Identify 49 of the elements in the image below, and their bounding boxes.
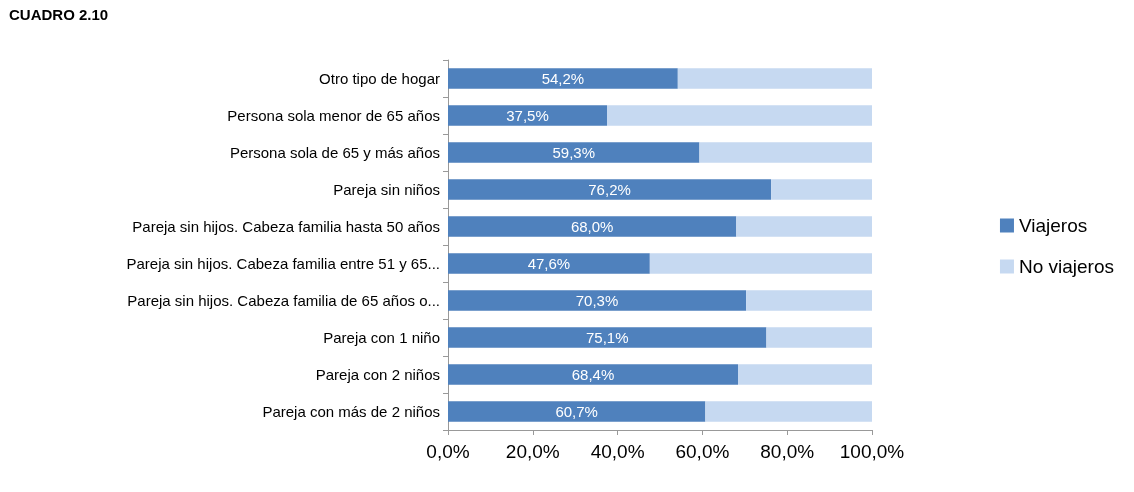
y-tick-label: Pareja con 2 niños	[315, 366, 440, 383]
text: CUADRO 2.10	[9, 6, 109, 23]
bar	[448, 290, 747, 311]
x-tick-label: 100,0%	[839, 441, 905, 462]
x-tick-label: 20,0%	[505, 441, 560, 462]
bar	[448, 327, 767, 348]
x-tick-label: 0,0%	[426, 441, 470, 462]
legend-label: No viajeros	[1018, 256, 1115, 277]
bar	[771, 179, 872, 200]
data-label: 76,2%	[588, 181, 631, 198]
x-tick-label: 40,0%	[590, 441, 645, 462]
bar	[448, 364, 739, 385]
bar	[677, 68, 872, 89]
y-tick-label: Pareja sin hijos. Cabeza familia hasta 50 años	[132, 218, 440, 235]
data-label: 59,3%	[552, 144, 595, 161]
x-tick-label: 80,0%	[760, 441, 815, 462]
bar	[736, 216, 872, 237]
y-tick-label: Pareja sin hijos. Cabeza familia de 65 años o...	[127, 292, 440, 309]
bar	[448, 105, 607, 126]
y-tick-label: Pareja sin niños	[333, 181, 440, 198]
bar	[699, 142, 872, 163]
data-label: 60,7%	[555, 403, 598, 420]
bar	[448, 401, 706, 422]
bar	[448, 68, 678, 89]
bar	[448, 142, 700, 163]
y-tick-label: Pareja sin hijos. Cabeza familia entre 51 y 65...	[126, 255, 440, 272]
data-label: 70,3%	[575, 292, 619, 309]
bar	[448, 253, 650, 274]
data-label: 47,6%	[527, 255, 571, 272]
y-tick-label: Persona sola de 65 y más años	[229, 144, 440, 161]
bar	[649, 253, 872, 274]
y-tick-label: Pareja con más de 2 niños	[262, 403, 440, 420]
data-label: 37,5%	[506, 107, 549, 124]
bar	[766, 327, 872, 348]
bar	[448, 216, 737, 237]
data-label: 54,2%	[541, 70, 585, 87]
bar	[448, 179, 772, 200]
bar	[607, 105, 872, 126]
data-label: 68,4%	[571, 366, 615, 383]
data-label: 68,0%	[570, 218, 614, 235]
y-tick-label: Pareja con 1 niño	[323, 329, 440, 346]
bar	[738, 364, 872, 385]
y-tick-label: Persona sola menor de 65 años	[227, 107, 440, 124]
data-label: 75,1%	[585, 329, 629, 346]
legend-label: Viajeros	[1018, 215, 1088, 236]
bar	[746, 290, 872, 311]
y-tick-label: Otro tipo de hogar	[319, 70, 440, 87]
x-tick-label: 60,0%	[675, 441, 730, 462]
bar	[705, 401, 872, 422]
